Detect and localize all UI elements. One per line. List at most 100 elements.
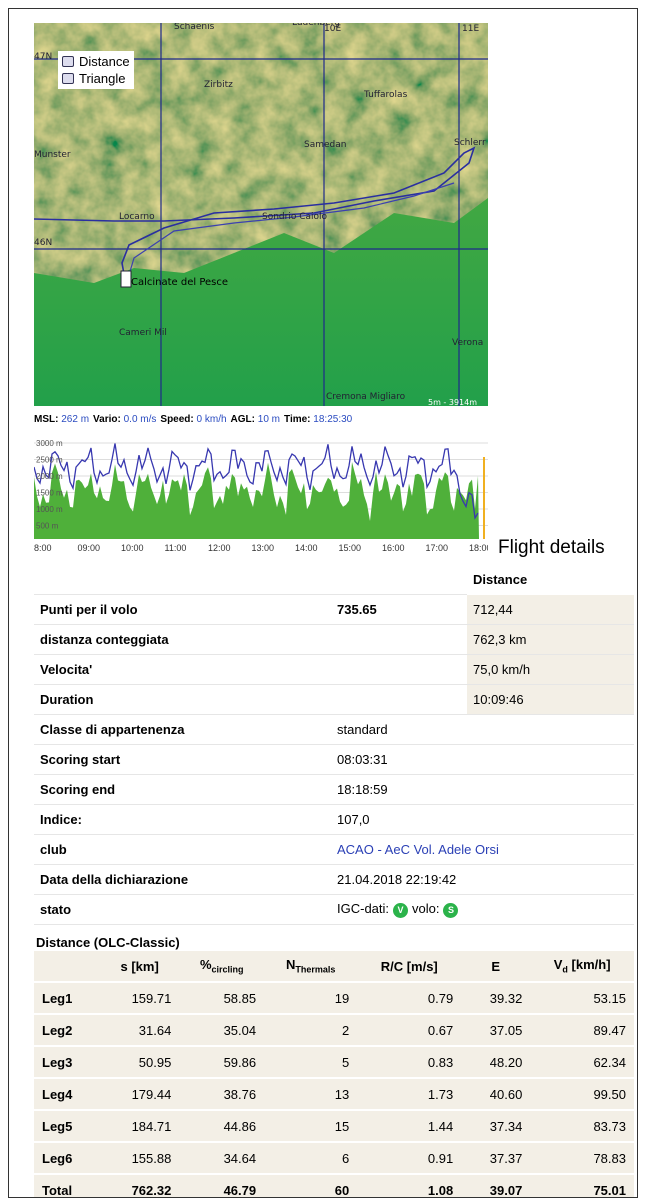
map-label: 11E: [462, 24, 479, 34]
leg-value: 1.08: [357, 1174, 461, 1198]
leg-value: 35.04: [179, 1014, 264, 1046]
status-text: volo:: [412, 901, 439, 916]
leg-value: 0.67: [357, 1014, 461, 1046]
x-tick-label: 17:00: [426, 543, 449, 552]
header-sub: circling: [212, 965, 244, 975]
x-tick-label: 09:00: [78, 543, 101, 552]
status-badge: S: [443, 903, 458, 918]
layer-label[interactable]: Triangle: [79, 71, 125, 86]
layer-option[interactable]: Distance: [62, 53, 130, 70]
header-text: N: [286, 957, 295, 972]
row-value: standard: [331, 715, 634, 745]
row-label: Data della dichiarazione: [34, 865, 331, 895]
checkbox[interactable]: [62, 73, 74, 84]
leg-value: 46.79: [179, 1174, 264, 1198]
distance-value: 712,44: [467, 595, 634, 625]
x-tick-label: 10:00: [121, 543, 144, 552]
row-value: 107,0: [331, 805, 634, 835]
leg-label: Leg5: [34, 1110, 100, 1142]
cell: [331, 565, 467, 595]
x-tick-label: 8:00: [34, 543, 52, 552]
cell: [34, 951, 100, 982]
status-bar: MSL: 262 mVario: 0.0 m/sSpeed: 0 km/hAGL…: [34, 414, 488, 425]
detail-row: Scoring start08:03:31: [34, 745, 634, 775]
leg-value: 44.86: [179, 1110, 264, 1142]
status-badge: V: [393, 903, 408, 918]
column-header: Vd [km/h]: [530, 951, 634, 982]
map-label: 10E: [324, 24, 341, 34]
layer-selector: Distance Triangle: [58, 51, 134, 89]
checkbox[interactable]: [62, 56, 74, 67]
x-tick-label: 16:00: [382, 543, 405, 552]
map-label: Cremona Migliaro: [326, 392, 406, 402]
status-label: Speed:: [160, 414, 193, 425]
leg-row: Leg350.9559.8650.8348.2062.34: [34, 1046, 634, 1078]
leg-value: 89.47: [530, 1014, 634, 1046]
leg-value: 37.37: [461, 1142, 530, 1174]
leg-value: 0.83: [357, 1046, 461, 1078]
status-value: 262 m: [61, 414, 89, 425]
x-tick-label: 14:00: [295, 543, 318, 552]
status-value: 10 m: [258, 414, 280, 425]
status-value: 0 km/h: [197, 414, 227, 425]
row-value: [331, 655, 467, 685]
header-text: R/C [m/s]: [381, 959, 438, 974]
detail-row: Punti per il volo735.65712,44: [34, 595, 634, 625]
cell: [34, 565, 331, 595]
club-link[interactable]: ACAO - AeC Vol. Adele Orsi: [337, 842, 499, 857]
leg-row: Leg4179.4438.76131.7340.6099.50: [34, 1078, 634, 1110]
y-tick-label: 1000 m: [36, 505, 63, 514]
y-tick-label: 3000 m: [36, 439, 63, 448]
leg-label: Leg1: [34, 982, 100, 1014]
leg-value: 34.64: [179, 1142, 264, 1174]
detail-row: Velocita'75,0 km/h: [34, 655, 634, 685]
leg-value: 13: [264, 1078, 357, 1110]
leg-value: 48.20: [461, 1046, 530, 1078]
leg-value: 58.85: [179, 982, 264, 1014]
x-tick-label: 15:00: [339, 543, 362, 552]
leg-value: 1.73: [357, 1078, 461, 1110]
map-label: Tuffarolas: [363, 90, 408, 100]
row-label: distanza conteggiata: [34, 625, 331, 655]
row-value: 735.65: [331, 595, 467, 625]
detail-row: Duration10:09:46: [34, 685, 634, 715]
header-text: %: [200, 957, 212, 972]
map-label: Schlerr: [454, 138, 486, 148]
leg-value: 62.34: [530, 1046, 634, 1078]
x-tick-label: 18:00: [469, 543, 488, 552]
distance-value: 10:09:46: [467, 685, 634, 715]
row-value: 08:03:31: [331, 745, 634, 775]
leg-label: Leg4: [34, 1078, 100, 1110]
y-tick-label: 2500 m: [36, 456, 63, 465]
leg-value: 40.60: [461, 1078, 530, 1110]
leg-value: 0.91: [357, 1142, 461, 1174]
row-value: 18:18:59: [331, 775, 634, 805]
leg-value: 83.73: [530, 1110, 634, 1142]
layer-label[interactable]: Distance: [79, 54, 130, 69]
map-label: Locarno: [119, 212, 155, 222]
map-label: 46N: [34, 238, 52, 248]
leg-row: Leg231.6435.0420.6737.0589.47: [34, 1014, 634, 1046]
leg-value: 155.88: [100, 1142, 179, 1174]
map-label: Munster: [34, 150, 71, 160]
leg-value: 50.95: [100, 1046, 179, 1078]
column-header: NThermals: [264, 951, 357, 982]
section-title: Flight details: [498, 537, 605, 559]
detail-row: clubACAO - AeC Vol. Adele Orsi: [34, 835, 634, 865]
row-label: Scoring end: [34, 775, 331, 805]
leg-value: 19: [264, 982, 357, 1014]
row-label: stato: [34, 895, 331, 925]
row-label: Classe di appartenenza: [34, 715, 331, 745]
leg-value: 762.32: [100, 1174, 179, 1198]
leg-label: Leg3: [34, 1046, 100, 1078]
status-label: Vario:: [93, 414, 121, 425]
leg-value: 53.15: [530, 982, 634, 1014]
column-header: E: [461, 951, 530, 982]
layer-option[interactable]: Triangle: [62, 70, 130, 87]
row-value: ACAO - AeC Vol. Adele Orsi: [331, 835, 634, 865]
